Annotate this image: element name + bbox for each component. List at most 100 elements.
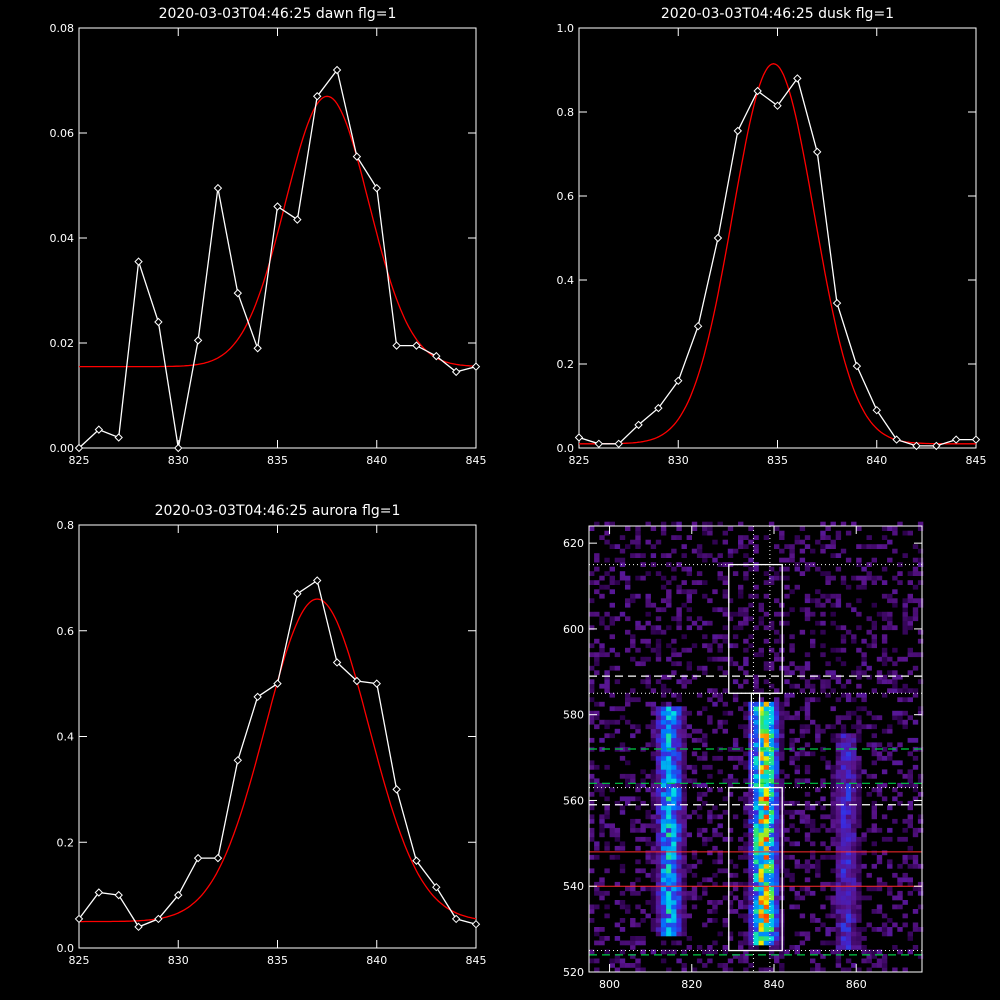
heatmap-cell xyxy=(681,931,687,937)
heatmap-cell xyxy=(887,805,893,811)
heatmap-cell xyxy=(768,936,775,941)
heatmap-cell xyxy=(707,715,713,721)
heatmap-cell xyxy=(609,958,615,964)
heatmap-cell xyxy=(763,859,770,865)
heatmap-cell xyxy=(676,652,682,658)
heatmap-cell xyxy=(851,607,857,613)
heatmap-cell xyxy=(753,751,759,757)
heatmap-cell xyxy=(594,652,600,658)
heatmap-cell xyxy=(830,670,836,676)
heatmap-cell xyxy=(815,949,821,955)
heatmap-cell xyxy=(866,710,872,716)
heatmap-cell xyxy=(589,710,595,716)
heatmap-cell xyxy=(753,814,759,820)
heatmap-cell xyxy=(660,922,667,928)
heatmap-cell xyxy=(748,593,754,599)
heatmap-cell xyxy=(876,670,883,676)
heatmap-cell xyxy=(655,737,662,743)
heatmap-cell xyxy=(604,521,610,527)
heatmap-cell xyxy=(650,895,657,901)
heatmap-cell xyxy=(830,791,836,797)
heatmap-cell xyxy=(763,679,770,685)
heatmap-cell xyxy=(589,625,595,631)
heatmap-cell xyxy=(609,787,615,793)
heatmap-cell xyxy=(840,791,847,797)
heatmap-cell xyxy=(753,832,759,838)
heatmap-cell xyxy=(758,895,764,901)
heatmap-cell xyxy=(820,823,826,829)
heatmap-cell xyxy=(666,927,672,932)
heatmap-cell xyxy=(861,584,867,590)
heatmap-cell xyxy=(804,836,811,842)
heatmap-cell xyxy=(887,611,893,617)
heatmap-cell xyxy=(784,809,790,815)
heatmap-cell xyxy=(851,931,857,937)
heatmap-cell xyxy=(660,800,667,806)
heatmap-cell xyxy=(655,854,662,860)
heatmap-cell xyxy=(768,724,775,730)
heatmap-cell xyxy=(856,764,862,770)
heatmap-cell xyxy=(763,841,770,847)
data-point-marker xyxy=(932,441,941,451)
heatmap-cell xyxy=(691,967,698,973)
heatmap-cell xyxy=(660,746,667,752)
heatmap-cell xyxy=(655,823,662,829)
heatmap-cell xyxy=(743,575,749,581)
heatmap-cell xyxy=(635,877,641,883)
heatmap-cell xyxy=(861,566,867,572)
heatmap-cell xyxy=(768,967,775,973)
heatmap-cell xyxy=(763,571,770,576)
heatmap-cell xyxy=(830,553,836,558)
heatmap-cell xyxy=(738,854,744,860)
heatmap-cell xyxy=(763,701,770,707)
heatmap-cell xyxy=(594,553,600,558)
heatmap-cell xyxy=(712,728,718,734)
heatmap-cell xyxy=(614,922,621,928)
heatmap-cell xyxy=(650,841,657,847)
heatmap-cell xyxy=(881,728,888,734)
heatmap-cell xyxy=(871,909,877,914)
heatmap-cell xyxy=(784,544,790,549)
heatmap-cell xyxy=(696,737,703,743)
heatmap-cell xyxy=(738,845,744,851)
heatmap-cell xyxy=(774,697,780,703)
heatmap-cell xyxy=(774,805,780,811)
heatmap-cell xyxy=(758,904,764,910)
heatmap-cell xyxy=(604,611,610,617)
heatmap-cell xyxy=(748,845,754,851)
heatmap-cell xyxy=(619,755,626,761)
heatmap-cell xyxy=(804,544,811,549)
heatmap-cell xyxy=(856,760,862,766)
heatmap-cell xyxy=(702,949,708,955)
heatmap-cell xyxy=(702,791,708,797)
heatmap-cell xyxy=(753,742,759,748)
heatmap-cell xyxy=(794,782,800,788)
heatmap-cell xyxy=(845,769,852,775)
heatmap-cell xyxy=(696,548,703,554)
heatmap-cell xyxy=(604,890,610,896)
heatmap-cell xyxy=(686,936,692,941)
heatmap-cell xyxy=(671,854,677,860)
heatmap-cell xyxy=(655,629,662,635)
heatmap-cell xyxy=(794,841,800,847)
heatmap-cell xyxy=(892,787,898,793)
data-point-marker xyxy=(594,439,604,449)
heatmap-cell xyxy=(861,638,867,644)
heatmap-cell xyxy=(743,841,749,847)
heatmap-cell xyxy=(907,845,913,851)
heatmap-cell xyxy=(681,881,687,887)
heatmap-cell xyxy=(887,625,893,631)
heatmap-cell xyxy=(887,688,893,694)
heatmap-cell xyxy=(871,886,877,892)
heatmap-cell xyxy=(717,854,723,860)
heatmap-cell xyxy=(830,764,836,770)
heatmap-cell xyxy=(876,877,883,883)
heatmap-cell xyxy=(845,967,852,973)
heatmap-cell xyxy=(696,881,703,887)
heatmap-cell xyxy=(789,548,795,554)
heatmap-cell xyxy=(748,800,754,806)
heatmap-cell xyxy=(671,841,677,847)
heatmap-cell xyxy=(666,805,672,811)
heatmap-cell xyxy=(732,764,739,770)
heatmap-cell xyxy=(609,616,615,622)
